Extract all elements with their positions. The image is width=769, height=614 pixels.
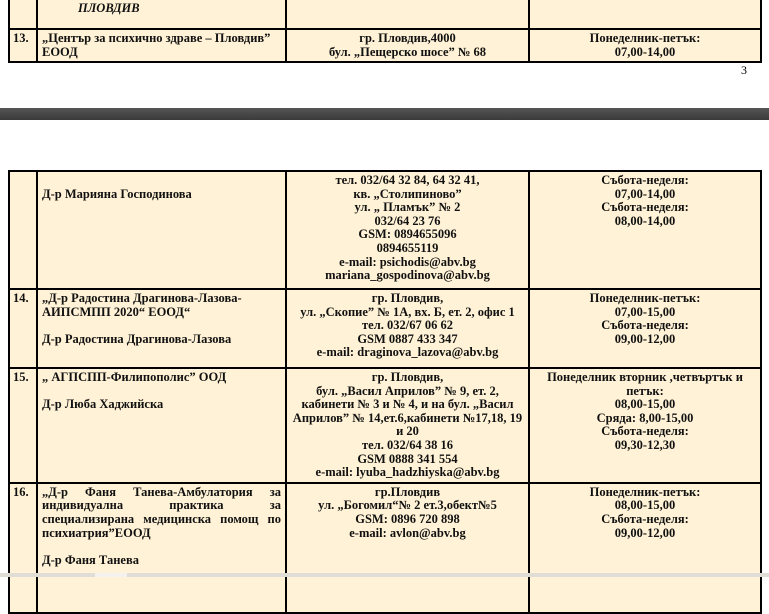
facility-name: „Център за психично здраве – Пловдив” ЕОО…	[36, 27, 287, 64]
page-separator	[0, 108, 769, 120]
facility-name: Д-р Марияна Господинова	[36, 170, 287, 290]
table-row: 14. „Д-р Радостина Драгинова-Лазова- АИПСМ…	[8, 288, 762, 369]
table-row: 15. „ АГПСПП-Филипополис” ООД Д-р Люба Хад…	[8, 367, 762, 484]
scrollbar-thumb[interactable]	[95, 573, 127, 577]
city-heading: ПЛОВДИВ	[36, 0, 287, 30]
facility-address: гр. Пловдив, бул. „Васил Априлов” № 9, ет…	[285, 367, 530, 484]
page-number: 3	[741, 63, 747, 77]
table-row-city-header: ПЛОВДИВ	[8, 0, 762, 30]
facility-address: гр.Пловдив ул. „Богомил“№ 2 ет.3,обект№5 G…	[285, 481, 530, 614]
facility-name: „ АГПСПП-Филипополис” ООД Д-р Люба Хаджий…	[36, 367, 287, 484]
working-hours: Понеделник-петък: 07,00-14,00	[528, 27, 762, 64]
facility-address: гр. Пловдив,4000 бул. „Пещерско шосе” № 6…	[285, 27, 530, 64]
row-number	[8, 170, 38, 290]
facility-address: тел. 032/64 32 84, 64 32 41, кв. „Столипи…	[285, 170, 530, 290]
working-hours: Събота-неделя: 07,00-14,00 Събота-неделя: 0…	[528, 170, 762, 290]
table-row: Д-р Марияна Господинова тел. 032/64 32 84…	[8, 170, 762, 290]
facilities-table-page-4: Д-р Марияна Господинова тел. 032/64 32 84…	[8, 170, 762, 614]
facilities-table-page-3: ПЛОВДИВ 13. „Център за психично здраве –…	[8, 0, 762, 64]
row-number: 15.	[8, 367, 38, 484]
table-row: 13. „Център за психично здраве – Пловдив…	[8, 27, 762, 64]
working-hours: Понеделник-петък: 07,00-15,00 Събота-недел…	[528, 288, 762, 369]
facility-address: гр. Пловдив, ул. „Скопие” № 1А, вх. Б, ет…	[285, 288, 530, 369]
working-hours: Понеделник вторник ,четвъртък и петък: 08,…	[528, 367, 762, 484]
working-hours: Понеделник-петък: 08,00-15,00 Събота-недел…	[528, 481, 762, 614]
row-number: 16.	[8, 481, 38, 614]
row-number: 14.	[8, 288, 38, 369]
document-page-3: ПЛОВДИВ 13. „Център за психично здраве –…	[0, 0, 769, 108]
document-page-4: Д-р Марияна Господинова тел. 032/64 32 84…	[0, 120, 769, 614]
row-number: 13.	[8, 27, 38, 64]
horizontal-scrollbar[interactable]	[0, 573, 769, 577]
facility-name: „Д-р Радостина Драгинова-Лазова- АИПСМПП …	[36, 288, 287, 369]
facility-name: „Д-р Фаня Танева-Амбулатория за индивиду…	[36, 481, 287, 614]
table-row: 16. „Д-р Фаня Танева-Амбулатория за индив…	[8, 481, 762, 614]
